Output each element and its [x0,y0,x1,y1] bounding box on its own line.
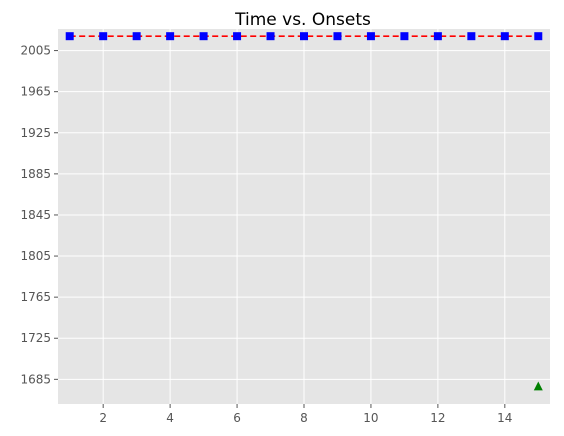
square-marker [132,32,141,41]
square-marker [65,32,74,41]
y-tick-label: 1805 [20,249,51,263]
y-tick-label: 1965 [20,85,51,99]
square-marker [433,32,442,41]
square-marker [166,32,175,41]
series-layer [65,32,543,391]
x-tick-label: 12 [430,411,445,425]
square-marker [534,32,543,41]
y-tick-label: 1725 [20,331,51,345]
y-tick-label: 1685 [20,372,51,386]
square-marker [99,32,108,41]
square-marker [467,32,476,41]
chart-title: Time vs. Onsets [234,10,371,30]
square-marker [500,32,509,41]
square-marker [233,32,242,41]
x-tick-label: 14 [497,411,512,425]
square-marker [400,32,409,41]
x-tick-label: 8 [300,411,308,425]
square-marker [333,32,342,41]
x-tick-label: 6 [233,411,241,425]
triangle-marker [533,381,543,391]
square-marker [300,32,308,41]
x-tick-label: 2 [99,411,107,425]
axis-ticks: 2 4 6 8 10 12 14 1685 1725 1765 1805 1845 1885 1925 19… [20,44,512,425]
y-tick-label: 1765 [20,290,51,304]
x-tick-label: 10 [363,411,378,425]
y-tick-label: 2005 [20,44,51,58]
square-marker [199,32,208,41]
y-tick-label: 1845 [20,208,51,222]
square-marker [266,32,275,41]
x-tick-label: 4 [166,411,174,425]
grid [58,29,550,404]
y-tick-label: 1885 [20,167,51,181]
y-tick-label: 1925 [20,126,51,140]
square-marker [366,32,375,41]
